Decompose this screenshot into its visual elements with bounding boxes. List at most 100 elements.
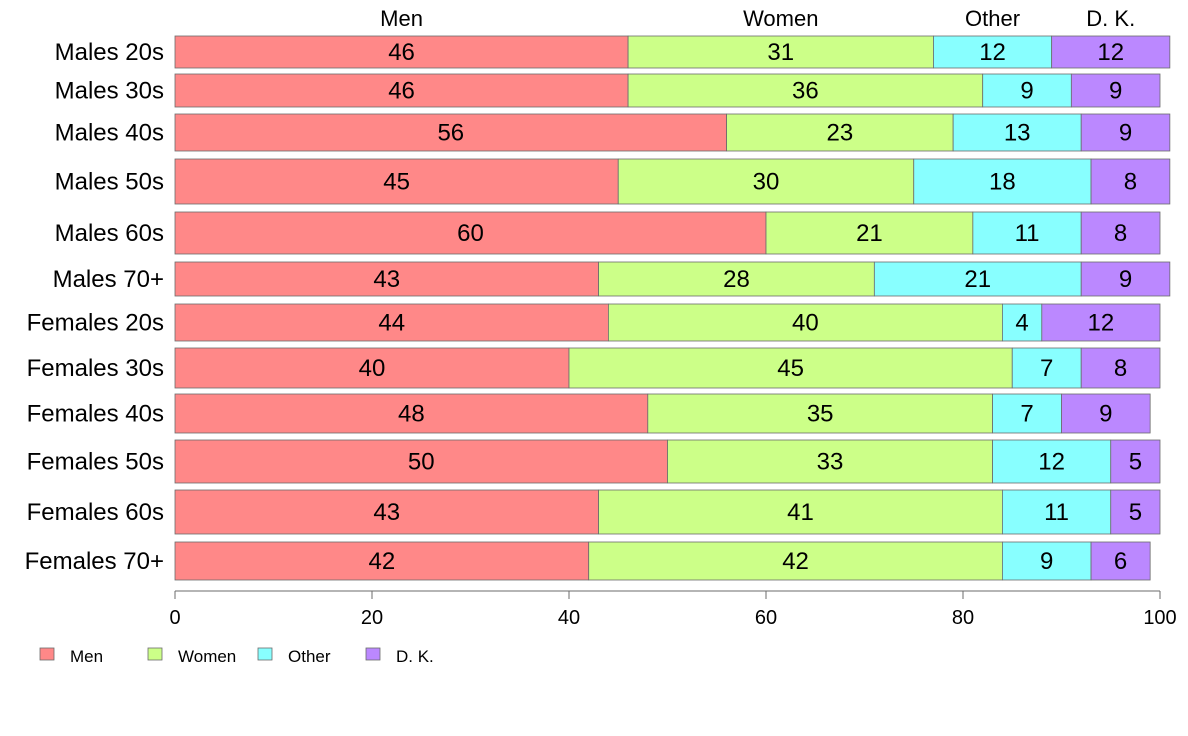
bar-segment-d-k bbox=[1061, 393, 1151, 434]
data-label-women: 21 bbox=[856, 220, 883, 247]
data-label-women: 30 bbox=[753, 169, 780, 196]
category-label: Males 40s bbox=[55, 120, 164, 147]
bar-segment-men bbox=[174, 261, 599, 297]
bar-row-females-60s: Females 60s 43 41 11 5 bbox=[27, 489, 1161, 535]
bar-segment-other bbox=[1002, 541, 1092, 581]
data-label-men: 45 bbox=[383, 169, 410, 196]
data-label-women: 33 bbox=[817, 449, 844, 476]
data-label-d-k: 9 bbox=[1109, 78, 1122, 105]
bar-segment-women bbox=[588, 541, 1003, 581]
legend-label: Men bbox=[70, 647, 103, 666]
bar-segment-other bbox=[992, 439, 1112, 484]
data-label-other: 11 bbox=[1015, 220, 1040, 247]
data-label-women: 36 bbox=[792, 78, 819, 105]
category-label: Males 50s bbox=[55, 169, 164, 196]
legend-label: D. K. bbox=[396, 647, 434, 666]
data-label-d-k: 5 bbox=[1129, 449, 1142, 476]
data-label-women: 41 bbox=[787, 499, 814, 526]
bar-row-males-40s: Males 40s 56 23 13 9 bbox=[55, 113, 1171, 152]
bar-segment-women bbox=[726, 113, 954, 152]
bar-segment-other bbox=[972, 211, 1082, 255]
x-tick-label: 20 bbox=[361, 607, 383, 629]
bar-segment-men bbox=[174, 439, 668, 484]
x-tick-label: 40 bbox=[558, 607, 580, 629]
top-label-women: Women bbox=[743, 6, 818, 31]
bar-segment-men bbox=[174, 158, 619, 205]
x-tick-label: 80 bbox=[952, 607, 974, 629]
legend: Men Women Other D. K. bbox=[39, 647, 434, 666]
bar-segment-men bbox=[174, 303, 609, 342]
bar-segment-women bbox=[598, 489, 1003, 535]
bar-segment-d-k bbox=[1080, 211, 1161, 255]
bar-segment-women bbox=[667, 439, 993, 484]
data-label-women: 23 bbox=[827, 120, 854, 147]
bar-row-females-50s: Females 50s 50 33 12 5 bbox=[27, 439, 1161, 484]
bar-row-males-50s: Males 50s 45 30 18 8 bbox=[55, 158, 1171, 205]
data-label-men: 46 bbox=[388, 39, 415, 66]
legend-item-d-k: D. K. bbox=[365, 647, 434, 666]
legend-label: Other bbox=[288, 647, 331, 666]
category-label: Females 30s bbox=[27, 355, 164, 382]
data-label-d-k: 9 bbox=[1099, 401, 1112, 428]
bar-segment-other bbox=[992, 393, 1062, 434]
data-label-other: 7 bbox=[1020, 401, 1033, 428]
bar-segment-women bbox=[765, 211, 974, 255]
bar-segment-d-k bbox=[1080, 261, 1171, 297]
bar-row-females-20s: Females 20s 44 40 4 12 bbox=[27, 303, 1161, 342]
bar-segment-other bbox=[913, 158, 1092, 205]
data-label-men: 43 bbox=[373, 499, 400, 526]
data-label-d-k: 9 bbox=[1119, 266, 1132, 293]
bar-segment-men bbox=[174, 73, 629, 108]
legend-swatch bbox=[365, 647, 381, 661]
data-label-women: 31 bbox=[767, 39, 794, 66]
bar-segment-other bbox=[982, 73, 1072, 108]
bar-segment-men bbox=[174, 113, 727, 152]
data-label-men: 46 bbox=[388, 78, 415, 105]
bar-segment-other bbox=[933, 35, 1053, 69]
data-label-d-k: 6 bbox=[1114, 548, 1127, 575]
legend-item-men: Men bbox=[39, 647, 103, 666]
x-axis: 0 20 40 60 80 100 bbox=[169, 590, 1177, 629]
data-label-women: 45 bbox=[777, 355, 804, 382]
bar-segment-other bbox=[1002, 489, 1112, 535]
data-label-d-k: 8 bbox=[1124, 169, 1137, 196]
bar-segment-d-k bbox=[1070, 73, 1161, 108]
data-label-other: 12 bbox=[1038, 449, 1065, 476]
category-label: Females 50s bbox=[27, 449, 164, 476]
data-label-other: 4 bbox=[1015, 310, 1028, 337]
bar-segment-women bbox=[627, 73, 984, 108]
legend-item-women: Women bbox=[147, 647, 236, 666]
bar-segment-d-k bbox=[1041, 303, 1161, 342]
bar-segment-women bbox=[598, 261, 875, 297]
category-label: Females 20s bbox=[27, 310, 164, 337]
bar-segment-men bbox=[174, 541, 590, 581]
top-label-d-k: D. K. bbox=[1086, 6, 1135, 31]
bar-row-females-40s: Females 40s 48 35 7 9 bbox=[27, 393, 1151, 434]
bar-segment-men bbox=[174, 211, 767, 255]
data-label-d-k: 8 bbox=[1114, 220, 1127, 247]
bar-segment-d-k bbox=[1090, 158, 1171, 205]
data-label-other: 18 bbox=[989, 169, 1016, 196]
data-label-d-k: 12 bbox=[1097, 39, 1124, 66]
data-label-d-k: 12 bbox=[1088, 310, 1115, 337]
data-label-men: 44 bbox=[378, 310, 405, 337]
data-label-other: 21 bbox=[964, 266, 991, 293]
bar-segment-men bbox=[174, 489, 599, 535]
legend-swatch bbox=[257, 647, 273, 661]
bar-segment-men bbox=[174, 35, 629, 69]
data-label-men: 40 bbox=[359, 355, 386, 382]
top-label-men: Men bbox=[380, 6, 423, 31]
data-label-other: 11 bbox=[1044, 499, 1069, 526]
bar-segment-other bbox=[873, 261, 1082, 297]
bar-row-females-30s: Females 30s 40 45 7 8 bbox=[27, 347, 1161, 389]
category-label: Females 40s bbox=[27, 401, 164, 428]
data-label-women: 42 bbox=[782, 548, 809, 575]
top-label-other: Other bbox=[965, 6, 1020, 31]
bar-segment-d-k bbox=[1110, 489, 1161, 535]
bar-segment-women bbox=[647, 393, 993, 434]
category-label: Males 70+ bbox=[53, 266, 164, 293]
bar-segment-women bbox=[627, 35, 934, 69]
bar-segment-d-k bbox=[1110, 439, 1161, 484]
data-label-women: 28 bbox=[723, 266, 750, 293]
